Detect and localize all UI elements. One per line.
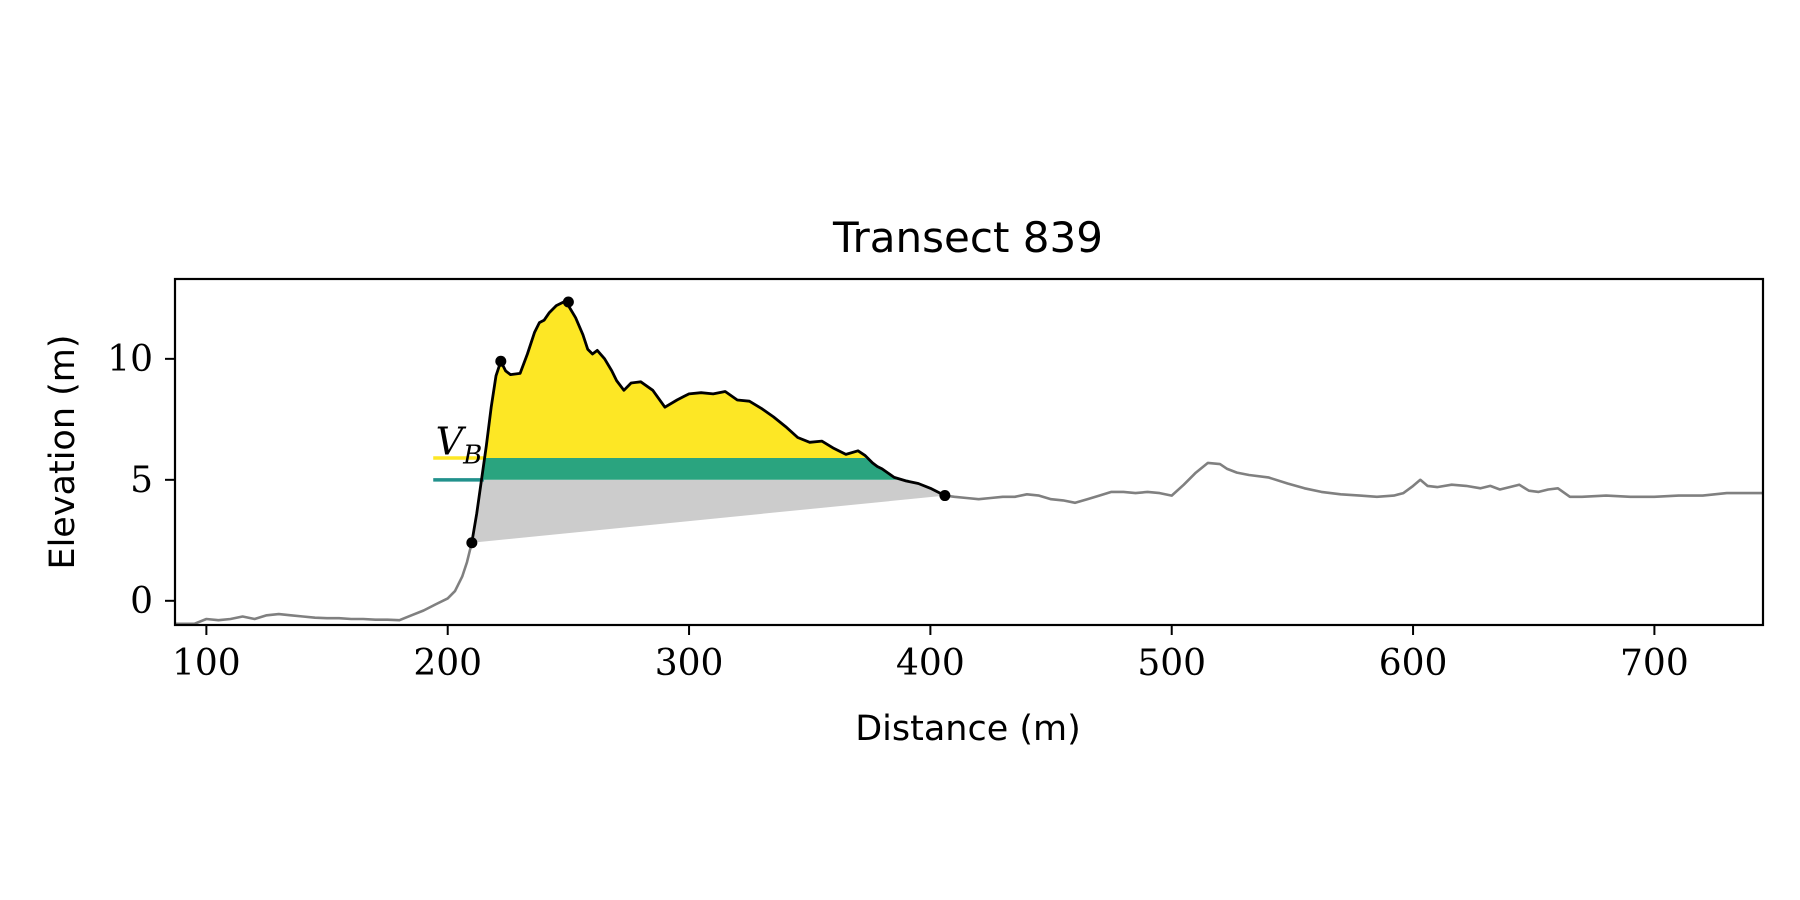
x-tick-label: 700 xyxy=(1620,643,1689,684)
x-axis-label: Distance (m) xyxy=(855,709,1081,749)
x-axis: 100 200 300 400 500 600 700 xyxy=(172,625,1689,684)
profile-marker xyxy=(939,490,951,502)
y-tick-label: 0 xyxy=(130,581,153,622)
y-tick-label: 5 xyxy=(130,460,153,501)
x-tick-label: 100 xyxy=(172,643,241,684)
x-tick-label: 200 xyxy=(413,643,482,684)
dune-profile-line xyxy=(470,300,946,543)
y-axis-label: Elevation (m) xyxy=(43,334,83,569)
volume-annotation: VB xyxy=(436,419,483,470)
x-tick-label: 300 xyxy=(655,643,724,684)
upper-volume-fill xyxy=(484,302,866,458)
plot-area: VB xyxy=(175,296,1763,625)
x-tick-label: 600 xyxy=(1379,643,1448,684)
profile-line-landward xyxy=(944,461,1763,505)
plot-frame xyxy=(173,277,1765,627)
x-tick-label: 500 xyxy=(1137,643,1206,684)
y-tick-label: 10 xyxy=(107,339,153,380)
chart-title: Transect 839 xyxy=(832,213,1103,262)
lower-volume-fill xyxy=(471,479,945,543)
y-axis: 0 5 10 xyxy=(107,339,175,622)
profile-line-seaward xyxy=(175,542,474,625)
profile-marker xyxy=(466,537,478,549)
middle-volume-fill xyxy=(481,458,909,481)
x-tick-label: 400 xyxy=(896,643,965,684)
profile-marker xyxy=(495,355,507,367)
profile-marker xyxy=(562,296,574,308)
